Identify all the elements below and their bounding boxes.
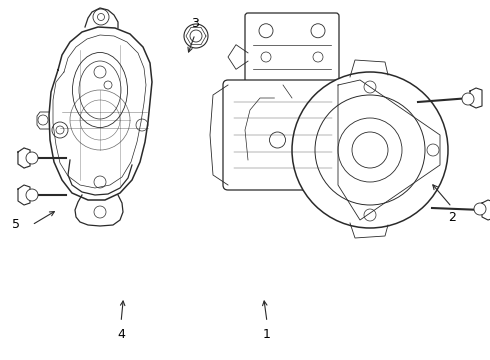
Text: 2: 2 [448, 211, 456, 224]
Circle shape [474, 203, 486, 215]
Circle shape [462, 93, 474, 105]
Circle shape [26, 152, 38, 164]
Polygon shape [18, 185, 30, 205]
Polygon shape [482, 200, 490, 220]
Circle shape [26, 189, 38, 201]
Circle shape [352, 132, 388, 168]
Circle shape [184, 24, 208, 48]
Text: 5: 5 [12, 219, 20, 231]
FancyBboxPatch shape [245, 13, 339, 101]
Polygon shape [470, 88, 482, 108]
Text: 1: 1 [263, 328, 271, 341]
Circle shape [292, 72, 448, 228]
FancyBboxPatch shape [223, 80, 343, 190]
Text: 3: 3 [191, 17, 199, 30]
Polygon shape [18, 148, 30, 168]
Text: 4: 4 [117, 328, 125, 341]
